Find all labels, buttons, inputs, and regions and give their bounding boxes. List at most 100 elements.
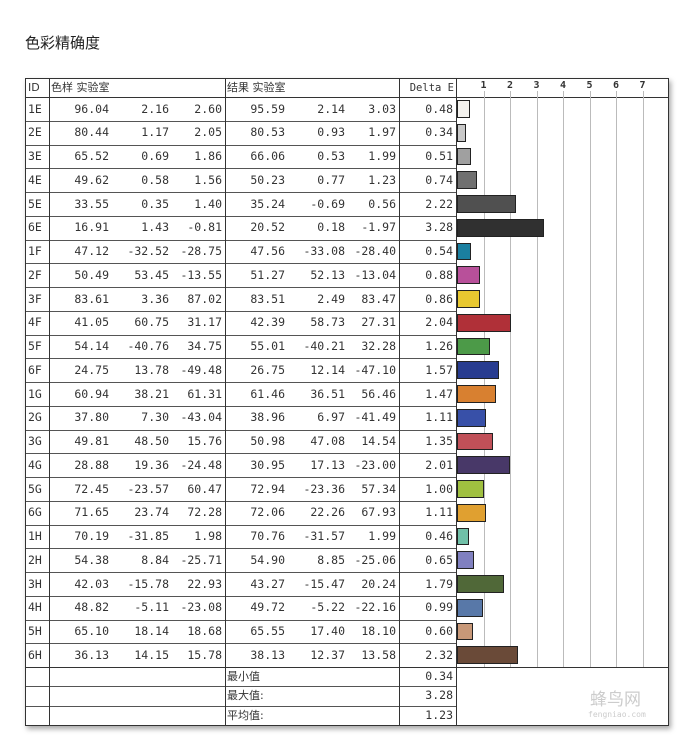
- summary-value: 1.23: [425, 707, 453, 722]
- cell-result-b: -28.40: [354, 244, 396, 258]
- cell-id: 2G: [28, 410, 42, 425]
- cell-id: 1F: [28, 244, 42, 258]
- x-tick-label: 3: [533, 80, 540, 91]
- cell-result-a: 52.13: [310, 267, 345, 282]
- cell-sample-b: 2.05: [194, 125, 222, 140]
- delta-e-bar: [457, 313, 512, 332]
- cell-result-a: 0.53: [317, 149, 345, 163]
- cell-result-l: 47.56: [250, 244, 285, 258]
- cell-id: 3E: [28, 149, 42, 163]
- cell-sample-a: 14.15: [134, 647, 169, 662]
- cell-sample-a: -32.52: [127, 244, 169, 258]
- row-divider: [26, 358, 456, 360]
- cell-sample-b: 61.31: [187, 386, 222, 401]
- cell-result-b: 20.24: [361, 576, 396, 591]
- cell-sample-b: 18.68: [187, 624, 222, 638]
- cell-delta-e: 3.28: [425, 220, 453, 235]
- cell-result-a: 12.37: [310, 647, 345, 662]
- row-divider: [26, 453, 456, 455]
- page-title: 色彩精确度: [25, 34, 101, 52]
- cell-sample-b: -25.71: [180, 552, 222, 567]
- cell-result-b: 14.54: [361, 434, 396, 448]
- cell-sample-a: -5.11: [134, 600, 169, 615]
- delta-e-bar: [457, 195, 516, 213]
- delta-e-bar: [457, 361, 499, 379]
- cell-sample-l: 49.81: [74, 434, 109, 448]
- cell-result-a: 2.14: [317, 101, 345, 116]
- cell-sample-l: 42.03: [74, 576, 109, 591]
- header-result: 结果 实验室: [227, 81, 286, 94]
- cell-delta-e: 1.35: [425, 434, 453, 448]
- cell-delta-e: 0.86: [425, 291, 453, 306]
- delta-e-bar: [457, 527, 470, 546]
- row-divider: [26, 477, 456, 478]
- cell-sample-a: 13.78: [134, 362, 169, 377]
- cell-sample-a: 48.50: [134, 434, 169, 448]
- delta-e-bar: [457, 646, 519, 664]
- cell-sample-l: 49.62: [74, 172, 109, 187]
- cell-sample-l: 80.44: [74, 125, 109, 140]
- cell-id: 6H: [28, 647, 42, 662]
- row-divider: [26, 382, 456, 383]
- cell-id: 1G: [28, 386, 42, 401]
- row-divider: [26, 548, 456, 550]
- x-tick-label: 5: [586, 80, 593, 91]
- cell-id: 5H: [28, 624, 42, 638]
- cell-result-b: 3.03: [368, 101, 396, 116]
- delta-e-bar: [457, 385, 496, 403]
- cell-sample-a: -31.85: [127, 529, 169, 543]
- cell-sample-b: 2.60: [194, 101, 222, 116]
- cell-sample-a: 8.84: [141, 552, 169, 567]
- delta-e-bar: [457, 408, 487, 427]
- cell-result-a: 17.40: [310, 624, 345, 638]
- cell-sample-b: 60.47: [187, 481, 222, 496]
- delta-e-bar: [457, 218, 544, 237]
- cell-sample-b: 72.28: [187, 505, 222, 520]
- row-divider: [26, 287, 456, 288]
- cell-sample-b: -43.04: [180, 410, 222, 425]
- summary-label: 最大值:: [227, 689, 264, 703]
- cell-id: 6G: [28, 505, 42, 520]
- grid-line: [510, 91, 511, 667]
- row-divider: [26, 619, 456, 621]
- summary-label: 最小值: [227, 670, 260, 683]
- cell-id: 5E: [28, 196, 42, 211]
- color-accuracy-table: ID 色样 实验室 结果 实验室 Delta E 1 2 3 4 5 6 7 1E 96.04 2.16 2…: [25, 78, 669, 726]
- cell-sample-a: 23.74: [134, 505, 169, 520]
- x-tick-label: 1: [480, 80, 487, 91]
- cell-sample-l: 50.49: [74, 267, 109, 282]
- delta-e-bar: [457, 503, 487, 522]
- cell-id: 1E: [28, 101, 42, 116]
- delta-e-bar: [457, 266, 481, 284]
- summary-value: 3.28: [425, 688, 453, 703]
- cell-sample-b: -13.55: [180, 267, 222, 282]
- cell-id: 3H: [28, 576, 42, 591]
- cell-result-b: 18.10: [361, 624, 396, 638]
- header-delta: Delta E: [409, 82, 454, 94]
- header-divider: [26, 97, 668, 98]
- cell-result-b: 27.31: [361, 315, 396, 330]
- cell-sample-a: -23.57: [127, 481, 169, 496]
- cell-delta-e: 0.34: [425, 125, 453, 140]
- delta-e-bar: [457, 147, 471, 166]
- cell-sample-a: 1.43: [141, 220, 169, 235]
- row-divider: [26, 168, 456, 170]
- cell-sample-a: -40.76: [127, 339, 169, 353]
- cell-sample-l: 72.45: [74, 481, 109, 496]
- cell-result-l: 66.06: [250, 149, 285, 163]
- cell-result-b: -25.06: [354, 552, 396, 567]
- cell-delta-e: 1.47: [425, 386, 453, 401]
- cell-sample-l: 83.61: [74, 291, 109, 306]
- cell-result-l: 70.76: [250, 529, 285, 543]
- cell-id: 1H: [28, 529, 42, 543]
- cell-result-l: 50.23: [250, 172, 285, 187]
- cell-sample-b: -23.08: [180, 600, 222, 615]
- cell-result-l: 38.13: [250, 647, 285, 662]
- delta-e-bar: [457, 337, 491, 356]
- cell-result-b: 0.56: [368, 196, 396, 211]
- cell-result-l: 51.27: [250, 267, 285, 282]
- cell-id: 4G: [28, 457, 42, 472]
- cell-sample-b: -28.75: [180, 244, 222, 258]
- cell-result-l: 20.52: [250, 220, 285, 235]
- delta-e-bar: [457, 456, 511, 474]
